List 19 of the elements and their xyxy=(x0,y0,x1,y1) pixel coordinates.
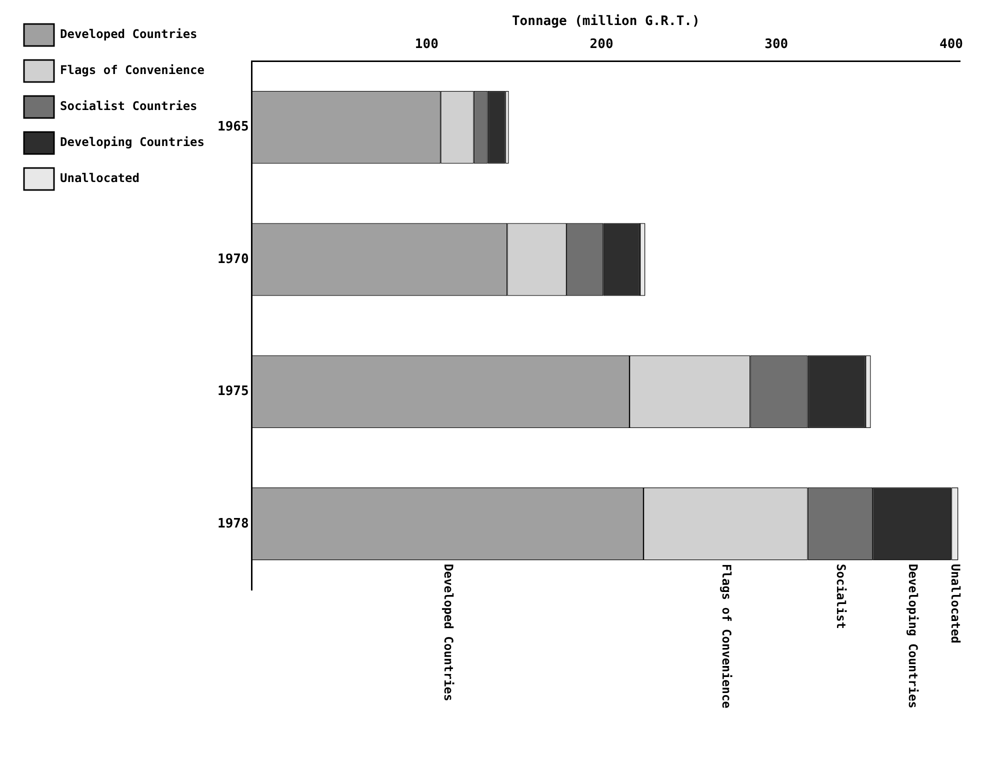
y-tick-label: 1970 xyxy=(217,252,249,267)
legend-label: Flags of Convenience xyxy=(60,63,204,78)
x-axis-title: Tonnage (million G.R.T.) xyxy=(512,14,700,30)
x-tick-label: 100 xyxy=(414,36,439,52)
legend-label: Developing Countries xyxy=(60,135,204,150)
y-tick-label: 1975 xyxy=(217,384,249,400)
annotation: Unallocated xyxy=(948,564,963,644)
annotation: Developing Countries xyxy=(906,564,920,708)
annotation: Developed Countries xyxy=(442,564,456,702)
annotation: Flags of Convenience xyxy=(720,564,734,708)
x-tick-label: 400 xyxy=(940,36,964,52)
x-tick-label: 200 xyxy=(590,36,614,52)
legend-label: Developed Countries xyxy=(60,27,198,42)
legend-label: Socialist Countries xyxy=(60,99,198,114)
y-tick-label: 1978 xyxy=(217,516,249,532)
legend-label: Unallocated xyxy=(60,171,140,186)
annotation: Socialist xyxy=(834,564,848,629)
x-tick-label: 300 xyxy=(764,36,788,52)
y-tick-label: 1965 xyxy=(217,120,249,135)
